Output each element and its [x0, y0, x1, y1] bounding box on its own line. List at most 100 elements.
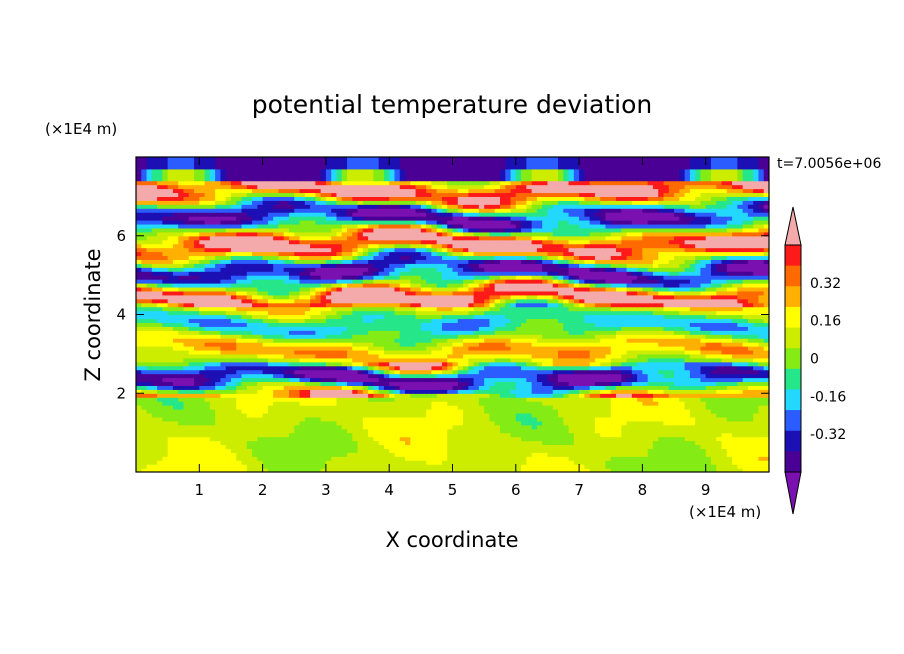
field-cell: [610, 361, 617, 367]
field-cell: [352, 365, 359, 371]
field-cell: [505, 444, 512, 449]
field-cell: [668, 448, 675, 453]
field-cell: [304, 401, 311, 406]
field-cell: [710, 452, 717, 457]
field-cell: [658, 349, 665, 355]
field-cell: [689, 338, 696, 343]
field-cell: [705, 393, 712, 398]
field-cell: [230, 334, 237, 339]
field-cell: [357, 464, 364, 469]
field-cell: [241, 326, 248, 331]
field-cell: [463, 448, 469, 453]
field-cell: [552, 456, 559, 461]
field-cell: [753, 456, 760, 461]
field-cell: [378, 420, 385, 426]
field-cell: [220, 318, 227, 323]
field-cell: [310, 401, 316, 406]
field-cell: [742, 353, 749, 359]
field-cell: [299, 424, 306, 430]
field-cell: [141, 452, 148, 457]
field-cell: [579, 424, 585, 430]
field-cell: [663, 393, 670, 398]
field-cell: [431, 334, 438, 339]
field-cell: [658, 318, 665, 323]
field-cell: [484, 353, 491, 359]
field-cell: [679, 326, 686, 331]
field-cell: [252, 322, 258, 327]
field-cell: [162, 349, 169, 355]
field-cell: [436, 365, 443, 371]
field-cell: [273, 330, 280, 335]
field-cell: [547, 381, 554, 386]
field-cell: [710, 464, 717, 469]
field-cell: [589, 405, 596, 410]
field-cell: [405, 342, 411, 347]
field-cell: [552, 314, 559, 320]
field-cell: [626, 310, 633, 316]
field-cell: [315, 436, 322, 442]
field-cell: [716, 448, 723, 453]
field-cell: [426, 412, 433, 418]
field-cell: [763, 464, 769, 469]
field-cell: [294, 342, 301, 347]
field-cell: [468, 468, 475, 472]
field-cell: [194, 349, 200, 355]
field-cell: [383, 452, 390, 457]
field-cell: [489, 405, 496, 410]
field-cell: [652, 322, 659, 327]
field-cell: [188, 432, 195, 438]
field-cell: [499, 330, 506, 335]
field-cell: [426, 377, 433, 383]
field-cell: [288, 456, 295, 461]
field-cell: [663, 389, 670, 394]
field-cell: [378, 409, 385, 414]
field-cell: [452, 342, 459, 347]
field-cell: [600, 456, 607, 461]
field-cell: [288, 334, 295, 339]
field-cell: [747, 440, 754, 446]
field-cell: [336, 306, 343, 312]
field-cell: [558, 326, 564, 331]
field-cell: [394, 357, 401, 363]
field-cell: [188, 369, 195, 375]
field-cell: [742, 318, 749, 323]
field-cell: [505, 464, 512, 469]
field-cell: [357, 349, 364, 355]
field-cell: [209, 448, 216, 453]
field-cell: [563, 405, 570, 410]
field-cell: [742, 369, 749, 375]
field-cell: [626, 401, 633, 406]
field-cell: [194, 330, 200, 335]
field-cell: [447, 306, 454, 312]
field-cell: [652, 420, 659, 426]
field-cell: [283, 436, 290, 442]
field-cell: [563, 385, 570, 390]
field-cell: [167, 393, 174, 398]
field-cell: [594, 444, 601, 449]
field-cell: [726, 432, 733, 438]
field-cell: [378, 444, 385, 449]
field-cell: [726, 373, 733, 379]
field-cell: [278, 389, 285, 394]
field-cell: [172, 393, 179, 398]
field-cell: [531, 444, 538, 449]
field-cell: [605, 397, 612, 402]
field-cell: [536, 432, 543, 438]
field-cell: [151, 365, 158, 371]
field-cell: [536, 373, 543, 379]
field-cell: [663, 357, 670, 363]
field-cell: [415, 456, 422, 461]
field-cell: [626, 397, 633, 402]
field-cell: [610, 381, 617, 386]
field-cell: [689, 330, 696, 335]
field-cell: [494, 357, 501, 363]
field-cell: [310, 369, 316, 375]
field-cell: [732, 346, 738, 351]
field-cell: [674, 412, 680, 418]
field-cell: [536, 464, 543, 469]
field-cell: [399, 349, 406, 355]
field-cell: [394, 326, 401, 331]
field-cell: [726, 377, 733, 383]
field-cell: [236, 456, 243, 461]
field-cell: [695, 460, 702, 465]
